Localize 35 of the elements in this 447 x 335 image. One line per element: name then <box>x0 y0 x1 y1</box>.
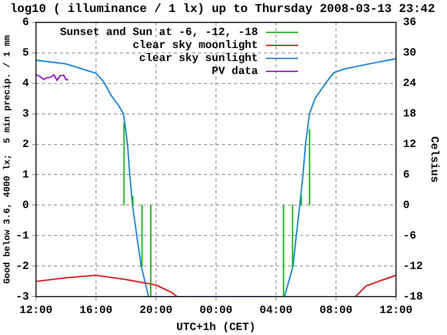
y-tick-label: -2 <box>16 260 29 273</box>
y-tick-label: -1 <box>16 230 30 242</box>
y-tick-label: 0 <box>22 200 29 212</box>
y2-tick-label: 6 <box>402 170 410 182</box>
legend-label: Sunset and Sun at -6, -12, -18 <box>60 27 258 40</box>
y-tick-label: 4 <box>22 78 30 90</box>
y2-tick-label: 18 <box>402 108 417 121</box>
y2-axis-title: Celsius <box>428 136 440 183</box>
x-tick-label: 12:00 <box>19 304 53 317</box>
x-tick-label: 08:00 <box>319 304 353 317</box>
y2-tick-label: 24 <box>402 78 417 90</box>
x-axis-title: UTC+1h (CET) <box>176 322 256 334</box>
y2-tick-label: 12 <box>402 139 416 152</box>
x-tick-label: 04:00 <box>259 304 293 317</box>
y-tick-label: 2 <box>22 139 29 152</box>
y2-tick-label: 30 <box>402 48 416 60</box>
y-tick-label: 5 <box>22 48 30 60</box>
y2-tick-label: -18 <box>402 291 424 304</box>
y-tick-label: 6 <box>22 17 29 30</box>
y2-tick-label: -12 <box>402 260 423 273</box>
legend-label: clear sky sunlight <box>139 53 258 66</box>
chart-title: log10 ( illuminance / 1 lx) up to Thursday 2008-03-13 23:42 <box>10 2 435 16</box>
y2-tick-label: 0 <box>402 200 410 212</box>
x-tick-label: 12:00 <box>379 304 413 317</box>
legend-label: clear sky moonlight <box>132 40 258 52</box>
x-tick-label: 20:00 <box>139 304 173 317</box>
y-tick-label: 1 <box>22 170 30 182</box>
x-tick-label: 16:00 <box>79 304 113 317</box>
y-tick-label: -3 <box>16 291 30 304</box>
legend-label: PV data <box>212 66 258 78</box>
y2-tick-label: 36 <box>402 17 416 30</box>
y2-tick-label: -6 <box>402 230 416 242</box>
x-tick-label: 00:00 <box>199 304 233 317</box>
y-tick-label: 3 <box>22 108 30 121</box>
y-axis-title: Good below 3.6, 4000 lx; 5 min precip. / 1 mm <box>2 34 13 284</box>
